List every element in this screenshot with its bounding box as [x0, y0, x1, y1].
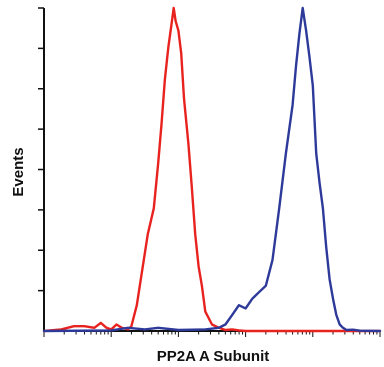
y-axis-title: Events: [10, 147, 27, 196]
series-line-2: [42, 6, 382, 333]
x-axis-title: PP2A A Subunit: [157, 348, 270, 365]
series-line-1: [42, 6, 382, 333]
y-axis-ticks: [38, 7, 44, 292]
series-layer: [42, 6, 382, 333]
